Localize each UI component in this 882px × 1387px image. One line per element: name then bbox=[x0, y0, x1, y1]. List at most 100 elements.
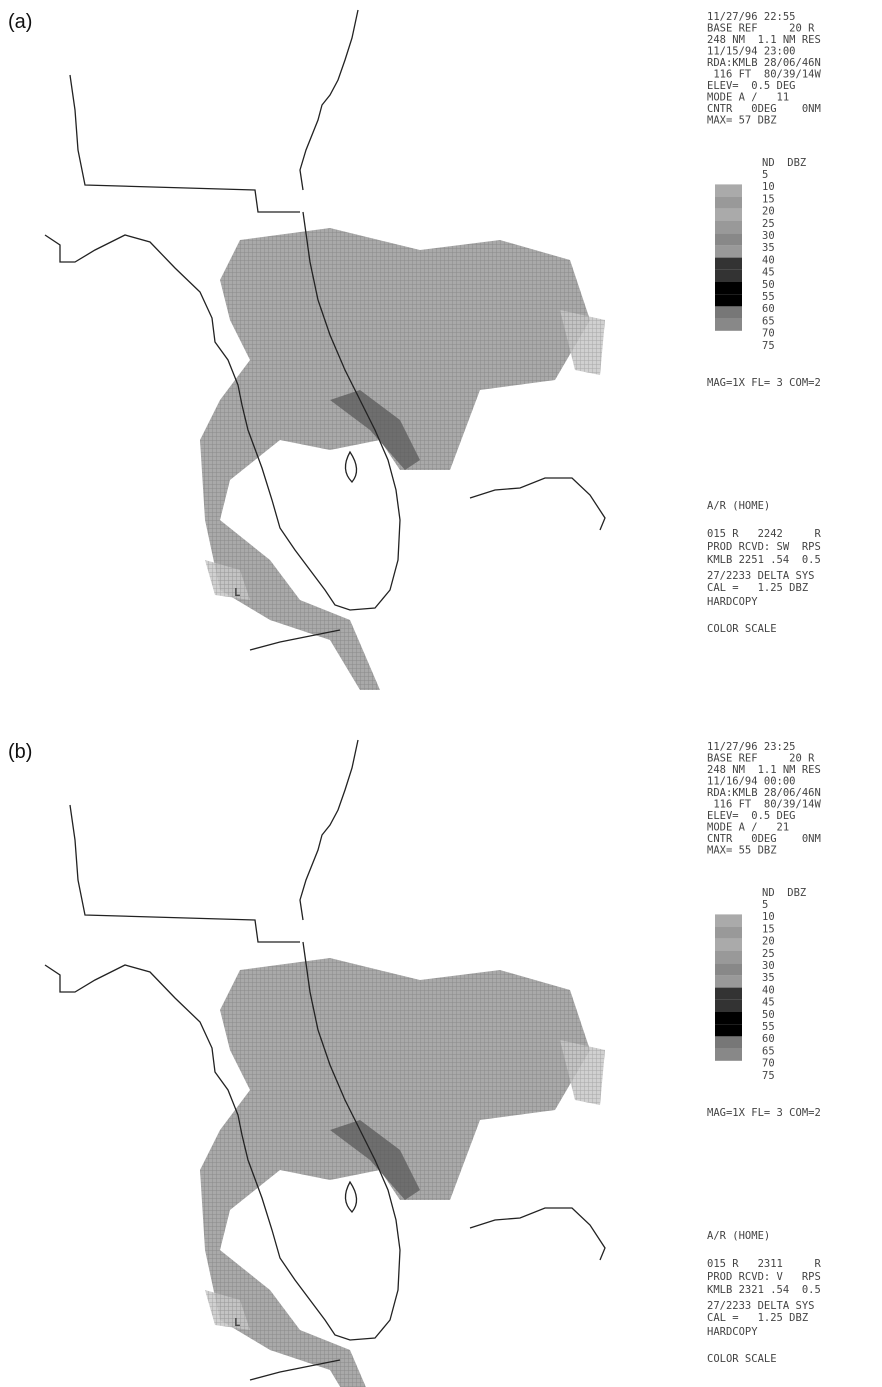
scale-level: 20 bbox=[762, 206, 775, 218]
footer-line: 015 R 2242 R bbox=[707, 528, 821, 540]
coastline bbox=[344, 450, 358, 483]
footer-line: 015 R 2311 R bbox=[707, 1258, 821, 1270]
scale-swatch bbox=[715, 914, 742, 927]
scale-swatch bbox=[715, 975, 742, 988]
footer-line: CAL = 1.25 DBZ bbox=[707, 1312, 808, 1324]
radar-echo bbox=[205, 1290, 250, 1330]
scale-level: 75 bbox=[762, 340, 775, 352]
coastline bbox=[69, 804, 300, 943]
footer-line: HARDCOPY bbox=[707, 1326, 758, 1338]
scale-swatch bbox=[715, 318, 742, 331]
header-line: 248 NM 1.1 NM RES bbox=[707, 34, 821, 46]
scale-swatch bbox=[715, 282, 742, 295]
scale-swatch bbox=[715, 1048, 742, 1061]
coastline bbox=[69, 74, 300, 213]
scale-level: 30 bbox=[762, 960, 775, 972]
status-line: MAG=1X FL= 3 COM=2 bbox=[707, 1107, 821, 1119]
scale-level: 10 bbox=[762, 181, 775, 193]
radar-echo bbox=[560, 1040, 605, 1105]
scale-level: 5 bbox=[762, 899, 768, 911]
scale-swatch bbox=[715, 999, 742, 1012]
scale-level: 40 bbox=[762, 984, 775, 996]
coastline bbox=[299, 9, 359, 191]
header-line: BASE REF 20 R bbox=[707, 753, 815, 765]
footer-line: HARDCOPY bbox=[707, 596, 758, 608]
scale-swatch bbox=[715, 257, 742, 270]
scale-swatch bbox=[715, 951, 742, 964]
scale-level: 35 bbox=[762, 972, 775, 984]
header-line: ELEV= 0.5 DEG bbox=[707, 80, 796, 92]
coastline bbox=[344, 1180, 358, 1213]
coastline bbox=[469, 477, 606, 531]
scale-level: 20 bbox=[762, 936, 775, 948]
scale-swatch bbox=[715, 306, 742, 319]
footer-line: COLOR SCALE bbox=[707, 623, 777, 635]
scale-level: 60 bbox=[762, 1033, 775, 1045]
header-line: 116 FT 80/39/14W bbox=[707, 799, 821, 811]
header-line: RDA:KMLB 28/06/46N bbox=[707, 57, 821, 69]
footer-line: A/R (HOME) bbox=[707, 500, 770, 512]
header-line: ELEV= 0.5 DEG bbox=[707, 810, 796, 822]
scale-swatch bbox=[715, 269, 742, 282]
scale-level: 45 bbox=[762, 267, 775, 279]
coastline bbox=[44, 211, 401, 611]
radar-echo bbox=[200, 228, 590, 690]
scale-level: 40 bbox=[762, 254, 775, 266]
scale-swatch bbox=[715, 294, 742, 307]
scale-level: 70 bbox=[762, 328, 775, 340]
scale-level: 70 bbox=[762, 1058, 775, 1070]
header-line: CNTR 0DEG 0NM bbox=[707, 833, 821, 845]
scale-level: 55 bbox=[762, 1021, 775, 1033]
coastline bbox=[249, 629, 341, 651]
footer-line: KMLB 2251 .54 0.5 bbox=[707, 554, 821, 566]
scale-level: 25 bbox=[762, 948, 775, 960]
header-line: MAX= 55 DBZ bbox=[707, 845, 777, 857]
footer-line: CAL = 1.25 DBZ bbox=[707, 582, 808, 594]
scale-swatch bbox=[715, 1024, 742, 1037]
scale-swatch bbox=[715, 245, 742, 258]
footer-line: COLOR SCALE bbox=[707, 1353, 777, 1365]
scale-level: 15 bbox=[762, 923, 775, 935]
header-line: 11/27/96 22:55 bbox=[707, 11, 796, 23]
scale-swatch bbox=[715, 233, 742, 246]
footer-line: A/R (HOME) bbox=[707, 1230, 770, 1242]
scale-level: 15 bbox=[762, 193, 775, 205]
footer-line: PROD RCVD: V RPS bbox=[707, 1271, 821, 1283]
scale-level: 50 bbox=[762, 279, 775, 291]
coastline bbox=[469, 1207, 606, 1261]
coastline bbox=[249, 1359, 341, 1381]
scale-level: 60 bbox=[762, 303, 775, 315]
header-line: CNTR 0DEG 0NM bbox=[707, 103, 821, 115]
radar-echo bbox=[205, 560, 250, 600]
scale-swatch bbox=[715, 1036, 742, 1049]
scale-level: 30 bbox=[762, 230, 775, 242]
header-line: 11/16/94 00:00 bbox=[707, 776, 796, 788]
panel-label: (b) bbox=[8, 741, 32, 763]
scale-swatch bbox=[715, 196, 742, 209]
marker: L bbox=[234, 1317, 240, 1329]
coastline bbox=[44, 941, 401, 1341]
scale-swatch bbox=[715, 1012, 742, 1025]
scale-level: 65 bbox=[762, 1045, 775, 1057]
header-line: MODE A / 21 bbox=[707, 822, 789, 834]
header-line: 11/15/94 23:00 bbox=[707, 46, 796, 58]
header-line: 11/27/96 23:25 bbox=[707, 741, 796, 753]
scale-swatch bbox=[715, 208, 742, 221]
scale-header: ND DBZ bbox=[762, 887, 806, 899]
scale-swatch bbox=[715, 221, 742, 234]
scale-swatch bbox=[715, 963, 742, 976]
scale-level: 25 bbox=[762, 218, 775, 230]
footer-line: 27/2233 DELTA SYS bbox=[707, 570, 814, 582]
scale-level: 50 bbox=[762, 1009, 775, 1021]
scale-header: ND DBZ bbox=[762, 157, 806, 169]
header-line: RDA:KMLB 28/06/46N bbox=[707, 787, 821, 799]
scale-level: 55 bbox=[762, 291, 775, 303]
scale-swatch bbox=[715, 926, 742, 939]
scale-level: 75 bbox=[762, 1070, 775, 1082]
scale-level: 35 bbox=[762, 242, 775, 254]
footer-line: KMLB 2321 .54 0.5 bbox=[707, 1284, 821, 1296]
header-line: BASE REF 20 R bbox=[707, 23, 815, 35]
header-line: 248 NM 1.1 NM RES bbox=[707, 764, 821, 776]
